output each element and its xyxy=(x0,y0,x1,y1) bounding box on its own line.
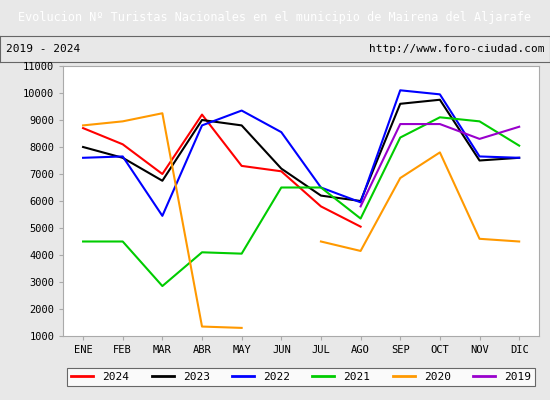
Text: Evolucion Nº Turistas Nacionales en el municipio de Mairena del Aljarafe: Evolucion Nº Turistas Nacionales en el m… xyxy=(19,12,531,24)
Text: http://www.foro-ciudad.com: http://www.foro-ciudad.com xyxy=(369,44,544,54)
Legend: 2024, 2023, 2022, 2021, 2020, 2019: 2024, 2023, 2022, 2021, 2020, 2019 xyxy=(67,368,536,386)
Text: 2019 - 2024: 2019 - 2024 xyxy=(6,44,80,54)
